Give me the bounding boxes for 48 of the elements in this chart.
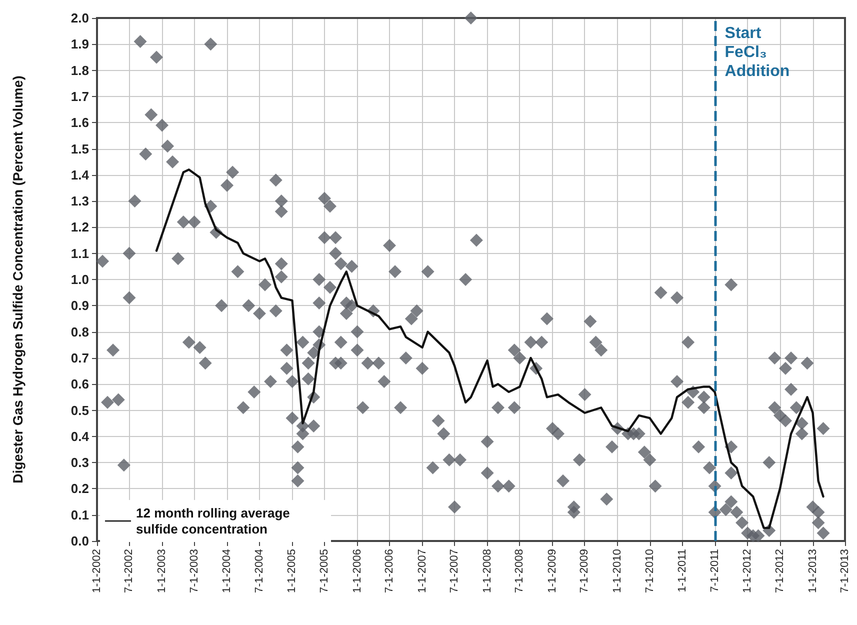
y-tick-label: 1.3 (70, 194, 89, 209)
y-tick-label: 0.6 (70, 376, 89, 392)
x-tick-label: 7-1-2008 (514, 549, 526, 594)
y-tick-label: 0.8 (70, 324, 89, 340)
x-tick-label: 1-1-2003 (156, 549, 168, 594)
x-tick-label: 1-1-2013 (806, 549, 819, 594)
x-tick-label: 1-1-2008 (481, 549, 494, 594)
x-tick-label: 1-1-2011 (676, 549, 689, 592)
y-tick-label: 1.9 (70, 36, 89, 52)
y-tick-label: 1.2 (70, 220, 89, 235)
y-tick-label: 0.5 (70, 402, 89, 418)
y-tick-label: 1.8 (70, 62, 89, 78)
x-tick-label: 7-1-2013 (839, 549, 851, 594)
legend-label: 12 month rolling average sulfide concentration (136, 506, 294, 536)
y-tick-label: 2.0 (70, 10, 89, 26)
y-tick-label: 0.9 (70, 298, 89, 314)
y-tick-label: 1.6 (70, 115, 89, 130)
y-tick-label: 1.7 (70, 88, 89, 104)
x-tick-label: 1-1-2004 (221, 549, 234, 594)
y-tick-label: 0.4 (70, 428, 90, 444)
x-tick-label: 1-1-2012 (742, 549, 754, 594)
x-tick-label: 7-1-2003 (188, 549, 200, 594)
y-axis-title: Digester Gas Hydrogen Sulfide Concentration (Percent Volume) (10, 76, 26, 484)
x-tick-label: 1-1-2006 (351, 549, 364, 594)
y-tick-label: 0.0 (70, 534, 89, 548)
x-tick-label: 7-1-2005 (318, 549, 330, 594)
x-tick-label: 7-1-2009 (578, 549, 591, 594)
y-tick-label: 1.0 (70, 272, 89, 287)
x-tick-label: 1-1-2007 (416, 549, 428, 594)
y-tick-label: 0.1 (70, 507, 89, 522)
x-tick-label: 7-1-2006 (384, 549, 396, 594)
x-tick-label: 7-1-2012 (774, 549, 786, 594)
y-tick-label: 0.2 (70, 481, 89, 496)
y-tick-label: 1.4 (70, 167, 90, 182)
x-tick-label: 1-1-2002 (91, 549, 103, 594)
x-tick-label: 7-1-2002 (123, 549, 136, 594)
y-tick-label: 1.1 (70, 246, 89, 261)
x-tick-label: 1-1-2005 (286, 549, 298, 594)
y-tick-label: 0.3 (70, 455, 89, 470)
y-tick-label: 0.7 (70, 350, 89, 366)
ref-line-label: Start FeCl₃ Addition (724, 25, 790, 80)
y-tick-label: 1.5 (70, 141, 89, 156)
x-tick-label: 7-1-2004 (253, 549, 266, 594)
x-tick-label: 7-1-2007 (448, 549, 461, 594)
x-tick-label: 1-1-2009 (546, 549, 558, 594)
x-tick-label: 1-1-2010 (612, 549, 624, 594)
x-tick-label: 7-1-2010 (644, 549, 656, 594)
x-tick-label: 7-1-2011 (708, 549, 721, 592)
